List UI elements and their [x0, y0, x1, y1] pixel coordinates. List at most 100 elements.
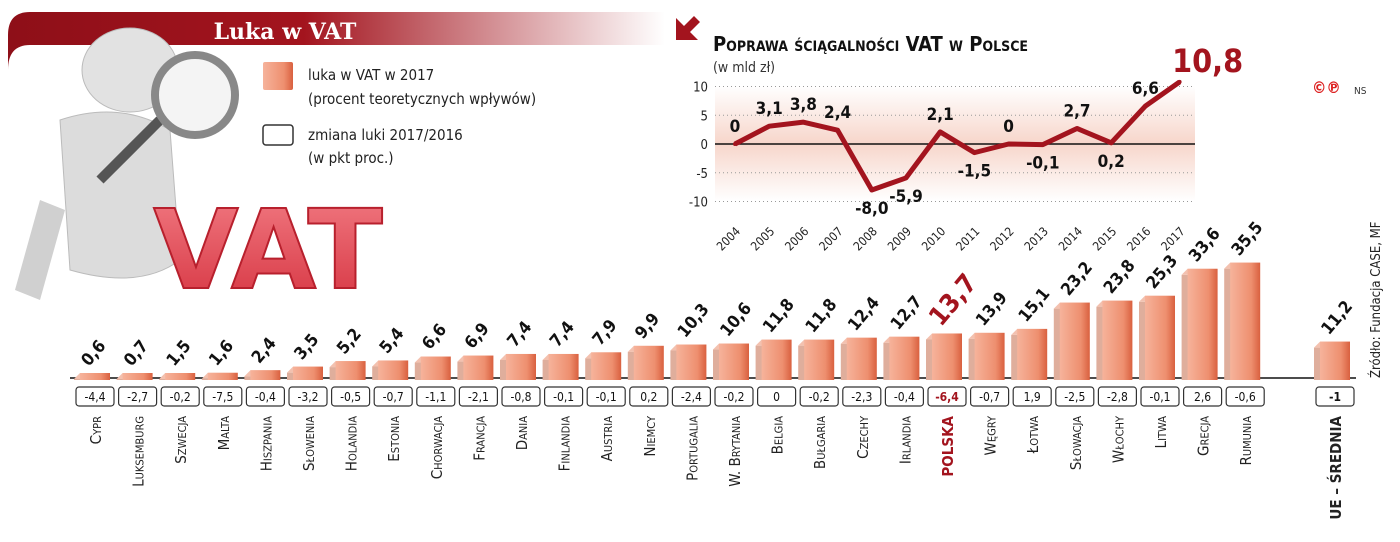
bar-side — [159, 379, 168, 380]
y-tick-label: -5 — [696, 167, 708, 182]
bar-value-label: 11,2 — [1318, 297, 1358, 339]
bar-side — [883, 342, 892, 380]
bar — [670, 344, 707, 380]
data-point — [1006, 142, 1011, 146]
change-value: -2,8 — [1107, 390, 1128, 404]
change-value: -0,7 — [383, 390, 404, 404]
change-value: -6,4 — [935, 390, 959, 404]
change-value: -0,6 — [1235, 390, 1256, 404]
country-label: Niemcy — [641, 415, 659, 457]
bar-value-label: 23,8 — [1100, 256, 1140, 298]
change-value: -2,5 — [1064, 390, 1085, 404]
change-value: 0,2 — [640, 390, 657, 404]
bar-value-label: 35,5 — [1228, 218, 1268, 260]
bar-side — [74, 379, 82, 380]
change-box — [373, 386, 413, 407]
bar — [414, 356, 451, 380]
bar-value-label: 6,6 — [418, 320, 451, 354]
bar-front — [932, 333, 962, 380]
legend-gap-label: luka w VAT w 2017 — [308, 66, 434, 84]
bar-value-label: 10,6 — [717, 299, 757, 341]
bar-front — [293, 366, 323, 380]
bar-front — [676, 344, 707, 380]
change-value: -0,2 — [809, 390, 830, 404]
bar — [755, 339, 792, 380]
change-box — [416, 386, 456, 407]
data-point — [972, 150, 977, 155]
country-label: Rumunia — [1237, 416, 1255, 466]
country-label: Słowacja — [1067, 416, 1085, 470]
bar-front — [591, 352, 622, 380]
country-label: UE – ŚREDNIA — [1326, 415, 1345, 519]
y-tick-label: 10 — [693, 81, 708, 96]
bar-front — [974, 332, 1005, 380]
bar-front — [761, 339, 792, 380]
series-line — [733, 79, 1182, 193]
bar-side — [798, 345, 807, 380]
change-value: -0,1 — [553, 390, 574, 404]
legend-change-sublabel: (w pkt proc.) — [308, 149, 394, 167]
change-box — [288, 386, 328, 407]
title-banner — [8, 12, 665, 70]
bar-value-label: 33,6 — [1185, 224, 1225, 266]
change-value: -3,2 — [297, 390, 318, 404]
bar-value-label: 11,8 — [802, 295, 842, 337]
bar-value-label: 3,5 — [291, 330, 324, 364]
x-tick-label: 2004 — [714, 224, 743, 253]
bar-front — [207, 372, 238, 380]
bar-side — [627, 351, 636, 380]
country-label: Holandia — [343, 416, 361, 471]
change-box — [543, 386, 584, 407]
country-label: Finlandia — [556, 416, 574, 472]
x-tick-label: 2009 — [885, 224, 914, 253]
author-initials: NS — [1354, 86, 1367, 97]
data-label: 10,8 — [1172, 42, 1243, 80]
change-box — [799, 386, 839, 407]
bar-side — [1181, 274, 1190, 380]
page-title: Luka w VAT — [214, 19, 357, 45]
bar-side — [201, 378, 210, 380]
bar-value-label: 25,3 — [1143, 251, 1183, 293]
bar-front — [1230, 262, 1261, 380]
change-value: -2,3 — [851, 390, 872, 404]
bar-value-label: 5,4 — [376, 324, 409, 358]
bar-value-label: 23,2 — [1057, 258, 1097, 300]
bar-value-label: 9,9 — [631, 309, 664, 343]
bar-side — [372, 366, 381, 380]
bar-front — [1320, 341, 1350, 380]
data-point — [733, 142, 737, 146]
bar-side — [457, 361, 466, 380]
line-chart-title: Poprawa ściągalności VAT w Polsce — [713, 32, 1028, 56]
bar-front — [846, 337, 877, 380]
country-label: Grecja — [1195, 416, 1213, 456]
change-box — [969, 386, 1010, 407]
bar — [627, 345, 664, 380]
bar-front — [250, 370, 281, 380]
data-label: -5,9 — [889, 187, 922, 207]
change-box — [1097, 386, 1138, 407]
country-label: Dania — [513, 416, 531, 450]
bar-side — [926, 339, 934, 380]
data-label: -1,5 — [958, 162, 991, 182]
change-box — [714, 386, 754, 407]
change-box — [203, 386, 243, 407]
change-box — [629, 386, 669, 407]
data-label: -0,1 — [1026, 154, 1059, 174]
x-tick-label: 2011 — [953, 224, 982, 253]
data-label: 3,1 — [756, 99, 783, 119]
bar-front — [80, 373, 110, 380]
country-label: Węgry — [982, 415, 1000, 455]
x-tick-label: 2007 — [816, 224, 845, 253]
bar — [372, 360, 409, 380]
bar-value-label: 1,6 — [205, 336, 238, 370]
bar — [244, 370, 281, 380]
change-box — [1012, 386, 1052, 407]
change-box — [586, 386, 626, 407]
country-label: Słowenia — [300, 416, 318, 471]
change-value: 2,6 — [1194, 390, 1211, 404]
country-label: Szwecja — [172, 416, 190, 464]
change-box — [1055, 386, 1095, 407]
bar-front — [1145, 295, 1175, 380]
change-box — [331, 386, 371, 407]
